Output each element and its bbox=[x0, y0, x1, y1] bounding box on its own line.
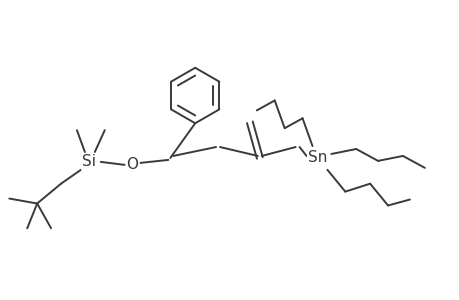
Text: O: O bbox=[126, 158, 138, 172]
Text: Sn: Sn bbox=[307, 150, 326, 165]
Text: Si: Si bbox=[82, 154, 95, 169]
